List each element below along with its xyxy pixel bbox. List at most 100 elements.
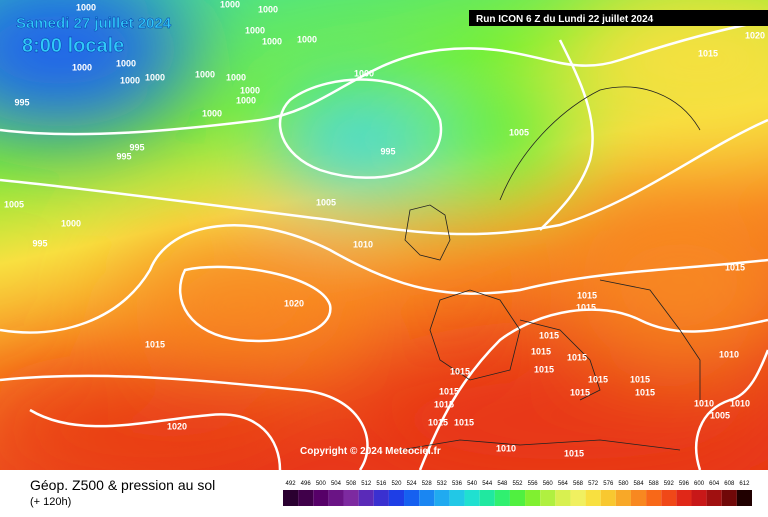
color-legend: 492 496 500 504 508 512 516 520 524 528 532 536 540 5… xyxy=(283,481,752,506)
legend-swatch xyxy=(373,490,389,506)
isobar-label: 1015 xyxy=(588,374,608,384)
legend-label: 532 xyxy=(437,481,448,487)
isobar-label: 1000 xyxy=(236,95,256,105)
coastlines xyxy=(399,86,701,451)
legend-swatch xyxy=(494,490,510,506)
legend-label: 548 xyxy=(497,481,508,487)
isobar-label: 1000 xyxy=(245,25,265,35)
legend-label: 568 xyxy=(573,481,584,487)
legend-label: 496 xyxy=(301,481,312,487)
legend-label: 524 xyxy=(407,481,418,487)
legend-label: 584 xyxy=(634,481,645,487)
isobar-label: 1015 xyxy=(534,364,554,374)
legend-swatch xyxy=(721,490,737,506)
isobar-label: 1000 xyxy=(61,218,81,228)
footer-title: Géop. Z500 & pression au sol xyxy=(30,477,215,493)
isobar-label: 1000 xyxy=(220,0,240,9)
isobar-label: 1000 xyxy=(202,108,222,118)
field-shading xyxy=(0,0,768,490)
isobar-label: 1000 xyxy=(195,69,215,79)
isobar-label: 1015 xyxy=(450,366,470,376)
legend-swatch xyxy=(509,490,526,506)
legend-swatch xyxy=(298,490,314,506)
legend-label: 528 xyxy=(422,481,433,487)
isobar-label: 1010 xyxy=(496,443,516,453)
legend-label: 612 xyxy=(739,481,750,487)
isobar-label: 1010 xyxy=(719,349,739,359)
legend-label: 516 xyxy=(376,481,387,487)
isobar-label: 1000 xyxy=(262,36,282,46)
isobar-label: 1015 xyxy=(698,48,718,58)
legend-swatch xyxy=(283,490,299,506)
isobar-label: 1000 xyxy=(116,58,136,68)
legend-label: 588 xyxy=(649,481,660,487)
isobar-label: 1010 xyxy=(694,398,714,408)
legend-swatch xyxy=(570,490,586,506)
isobar-label: 1000 xyxy=(240,85,260,95)
legend-label: 520 xyxy=(391,481,402,487)
isobar-label: 1015 xyxy=(577,290,597,300)
legend-swatch xyxy=(419,490,435,506)
isobar-label: 1015 xyxy=(576,302,596,312)
run-info: Run ICON 6 Z du Lundi 22 juillet 2024 xyxy=(476,14,654,25)
isobar-label: 1015 xyxy=(635,387,655,397)
legend-swatch xyxy=(358,490,374,506)
legend-swatch xyxy=(706,490,722,506)
footer-lead: (+ 120h) xyxy=(30,496,71,508)
legend-label: 504 xyxy=(331,481,342,487)
isobar-label: 1000 xyxy=(354,68,374,78)
isobar-label: 1015 xyxy=(454,417,474,427)
legend-swatch xyxy=(630,490,647,506)
isobar-label: 1000 xyxy=(72,62,92,72)
legend-swatch xyxy=(434,490,450,506)
legend-swatch xyxy=(313,490,329,506)
isobar-label: 1015 xyxy=(630,374,650,384)
legend-swatch xyxy=(646,490,662,506)
legend-label: 576 xyxy=(603,481,614,487)
isobar-label: 1015 xyxy=(531,346,551,356)
isobar-label: 1015 xyxy=(145,339,165,349)
legend-label: 536 xyxy=(452,481,463,487)
legend-swatch xyxy=(676,490,692,506)
isobar-label: 1015 xyxy=(539,330,559,340)
legend-label: 544 xyxy=(482,481,493,487)
isobar-label: 1015 xyxy=(570,387,590,397)
legend-swatch xyxy=(585,490,601,506)
legend-swatch xyxy=(615,490,631,506)
legend-swatch xyxy=(736,490,752,506)
legend-label: 556 xyxy=(528,481,539,487)
legend-swatch xyxy=(328,490,344,506)
legend-swatch xyxy=(525,490,541,506)
legend-label: 604 xyxy=(709,481,720,487)
isobar-label: 1005 xyxy=(316,197,336,207)
isobar-label: 995 xyxy=(116,151,131,161)
isobar-label: 1020 xyxy=(745,30,765,40)
isobar-label: 1020 xyxy=(284,298,304,308)
legend-label: 572 xyxy=(588,481,599,487)
legend-label: 560 xyxy=(543,481,554,487)
isobar-label: 1005 xyxy=(710,410,730,420)
isobar-label: 1015 xyxy=(567,352,587,362)
isobar-label: 1015 xyxy=(434,399,454,409)
legend-label: 608 xyxy=(724,481,735,487)
isobar-label: 1000 xyxy=(297,34,317,44)
legend-label: 564 xyxy=(558,481,569,487)
legend-label: 552 xyxy=(512,481,523,487)
legend-label: 500 xyxy=(316,481,327,487)
isobars xyxy=(0,18,768,471)
legend-swatch xyxy=(449,490,465,506)
legend-label: 508 xyxy=(346,481,357,487)
legend-swatch xyxy=(540,490,556,506)
isobar-label: 1005 xyxy=(509,127,529,137)
legend-label: 512 xyxy=(361,481,372,487)
copyright: Copyright © 2024 Meteociel.fr xyxy=(300,446,441,457)
legend-label: 492 xyxy=(286,481,297,487)
time-label: 8:00 locale xyxy=(22,35,124,57)
isobar-label: 1015 xyxy=(428,417,448,427)
legend-swatch xyxy=(464,490,480,506)
legend-label: 600 xyxy=(694,481,705,487)
legend-swatch xyxy=(479,490,495,506)
isobar-label: 1000 xyxy=(258,4,278,14)
